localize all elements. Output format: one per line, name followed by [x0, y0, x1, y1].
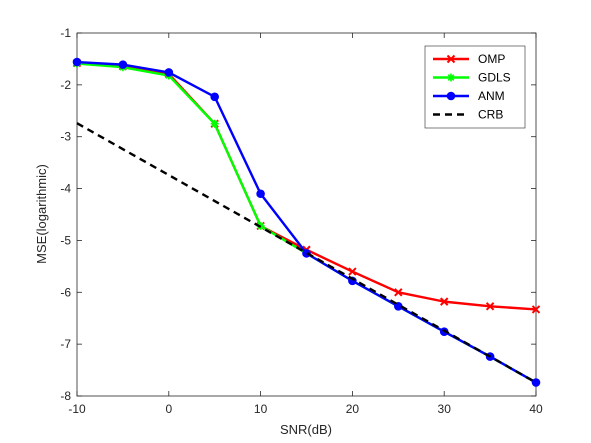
series-crb: [76, 122, 537, 384]
data-point-omp: [394, 288, 403, 297]
data-point-anm: [210, 92, 219, 102]
y-tick-label: -8: [60, 389, 71, 403]
y-tick-label: -2: [60, 78, 71, 92]
y-axis-label: MSE(logarithmic): [34, 164, 49, 264]
y-tick-label: -3: [60, 130, 71, 144]
data-point-anm: [118, 60, 128, 69]
x-tick-label: 30: [438, 402, 452, 416]
x-tick-label: 0: [165, 402, 172, 416]
axes-box: [76, 32, 537, 397]
axes: -10 0 10 20 30 40 -1 -2 -3 -4 -5 -6 -7 -8: [60, 26, 543, 416]
x-tick-label: -10: [68, 402, 86, 416]
data-point-anm: [72, 57, 82, 67]
y-tick-label: -4: [60, 182, 71, 196]
legend-marker-omp: [446, 54, 456, 64]
y-tick-label: -7: [60, 337, 71, 351]
y-tick-label: -1: [60, 26, 71, 40]
legend: OMP GDLS ANM CRB: [424, 45, 526, 129]
legend-item-gdls: GDLS: [433, 71, 511, 85]
data-point-anm: [531, 378, 541, 387]
data-point-gdls: [210, 119, 219, 128]
legend-marker-gdls: [447, 73, 455, 82]
legend-item-omp: OMP: [433, 52, 505, 66]
y-tick-label: -6: [60, 285, 71, 299]
legend-label-omp: OMP: [478, 52, 505, 66]
series-anm: [72, 57, 541, 387]
legend-item-crb: CRB: [433, 108, 503, 122]
legend-label-anm: ANM: [478, 89, 505, 103]
data-point-anm: [256, 189, 265, 199]
data-point-omp: [348, 267, 357, 276]
data-point-anm: [164, 68, 174, 77]
legend-label-gdls: GDLS: [478, 71, 511, 85]
data-point-omp: [485, 302, 495, 311]
y-tick-label: -5: [60, 233, 71, 247]
x-axis-label: SNR(dB): [280, 422, 332, 437]
series-line-crb: [76, 122, 537, 384]
data-point-omp: [439, 297, 449, 306]
series-layer: [72, 57, 541, 387]
x-tick-label: 40: [529, 402, 543, 416]
x-tick-label: 20: [346, 402, 360, 416]
data-point-omp: [531, 305, 541, 314]
x-tick-label: 10: [254, 402, 268, 416]
legend-label-crb: CRB: [478, 108, 503, 122]
legend-item-anm: ANM: [433, 89, 505, 103]
legend-marker-anm: [446, 91, 456, 101]
